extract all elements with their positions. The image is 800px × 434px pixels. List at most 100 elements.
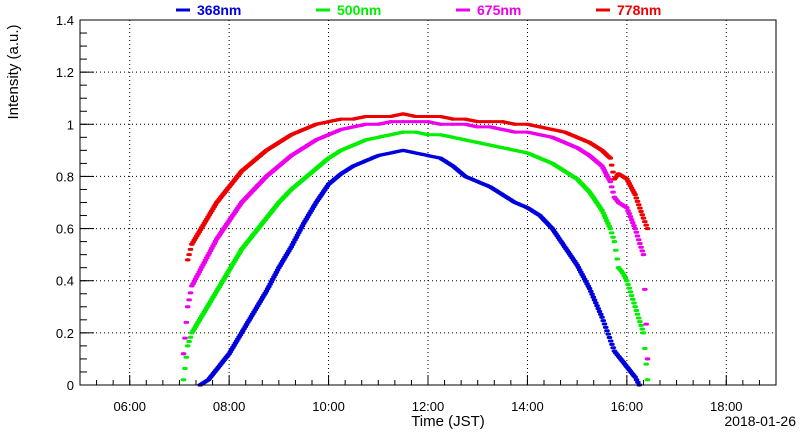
data-point xyxy=(401,120,405,124)
data-series xyxy=(180,112,651,387)
x-tick-label: 16:00 xyxy=(611,399,644,414)
data-point xyxy=(600,148,604,152)
data-point xyxy=(616,200,621,205)
data-point xyxy=(351,125,356,129)
data-point xyxy=(612,195,617,199)
legend-label-500nm: 500nm xyxy=(337,2,381,18)
series-markers xyxy=(180,130,651,382)
data-point xyxy=(587,140,592,145)
data-point xyxy=(277,200,281,205)
data-point xyxy=(302,127,306,132)
data-point xyxy=(513,130,517,134)
data-point xyxy=(488,143,492,147)
data-point xyxy=(608,156,612,160)
axis-ticks: 06:00 08:00 10:00 12:00 14:00 16:00 18:00 0 0.2 0… xyxy=(56,13,777,414)
data-point xyxy=(616,266,621,270)
data-point xyxy=(190,284,194,288)
data-point xyxy=(476,125,480,129)
data-point xyxy=(202,260,206,265)
legend: 368nm 500nm 675nm 778nm xyxy=(176,2,661,18)
data-point xyxy=(339,148,343,152)
data-point xyxy=(451,135,455,139)
legend-label-778nm: 778nm xyxy=(617,2,661,18)
data-point xyxy=(413,151,418,155)
data-point xyxy=(438,156,443,160)
data-point xyxy=(600,315,604,319)
data-point xyxy=(438,114,443,119)
data-point xyxy=(215,289,219,293)
data-point xyxy=(463,122,467,126)
y-tick-label: 1.4 xyxy=(56,13,74,28)
data-point xyxy=(239,247,244,252)
legend-label-675nm: 675nm xyxy=(477,2,521,18)
data-point xyxy=(339,172,343,176)
data-point xyxy=(438,122,443,126)
data-point xyxy=(252,310,256,314)
x-tick-label: 14:00 xyxy=(511,399,544,414)
data-point xyxy=(426,153,430,158)
data-point xyxy=(645,357,650,361)
x-tick-label: 18:00 xyxy=(710,399,743,414)
data-point xyxy=(563,169,567,173)
series-778nm xyxy=(184,112,651,262)
data-point xyxy=(215,200,219,205)
data-point xyxy=(302,177,306,181)
data-point xyxy=(314,122,318,126)
data-point xyxy=(289,153,293,158)
data-point xyxy=(401,112,405,116)
data-point xyxy=(587,190,592,194)
data-point xyxy=(239,169,244,173)
data-point xyxy=(413,130,418,134)
data-point xyxy=(289,133,293,137)
data-point xyxy=(413,120,418,124)
series-368nm xyxy=(197,148,643,387)
x-tick-label: 12:00 xyxy=(412,399,445,414)
data-point xyxy=(616,172,621,176)
data-point xyxy=(633,193,637,197)
data-point xyxy=(645,226,650,231)
legend-label-368nm: 368nm xyxy=(197,2,241,18)
data-point xyxy=(289,187,293,192)
data-point xyxy=(376,114,380,119)
data-point xyxy=(645,378,650,382)
data-point xyxy=(608,226,612,231)
data-point xyxy=(277,266,281,270)
data-point xyxy=(376,122,380,126)
data-point xyxy=(563,130,567,134)
data-point xyxy=(252,187,256,192)
y-tick-label: 0.8 xyxy=(56,169,74,184)
data-point xyxy=(326,156,331,160)
data-point xyxy=(186,258,190,262)
y-tick-label: 0.4 xyxy=(56,274,74,289)
data-point xyxy=(389,114,393,119)
data-point xyxy=(625,177,629,181)
data-point xyxy=(264,216,269,220)
grid-lines xyxy=(80,20,776,385)
y-tick-label: 1 xyxy=(67,117,74,132)
data-point xyxy=(625,365,629,369)
data-point xyxy=(426,120,430,124)
series-500nm xyxy=(180,130,651,382)
data-point xyxy=(476,120,480,124)
data-point xyxy=(314,167,318,171)
data-point xyxy=(625,206,629,210)
data-point xyxy=(600,164,604,168)
data-point xyxy=(351,164,356,168)
data-point xyxy=(326,133,331,137)
data-point xyxy=(641,331,646,335)
data-point xyxy=(252,232,256,236)
data-point xyxy=(215,237,219,241)
y-tick-label: 0.2 xyxy=(56,326,74,341)
data-point xyxy=(339,127,343,132)
data-point xyxy=(538,125,542,129)
data-point xyxy=(302,146,306,150)
data-point xyxy=(227,185,231,189)
data-point xyxy=(500,120,505,124)
data-point xyxy=(513,122,517,126)
data-point xyxy=(500,146,505,150)
y-tick-label: 1.2 xyxy=(56,65,74,80)
data-point xyxy=(463,174,467,179)
data-point xyxy=(181,352,186,356)
data-point xyxy=(500,193,505,197)
data-point xyxy=(339,117,343,121)
